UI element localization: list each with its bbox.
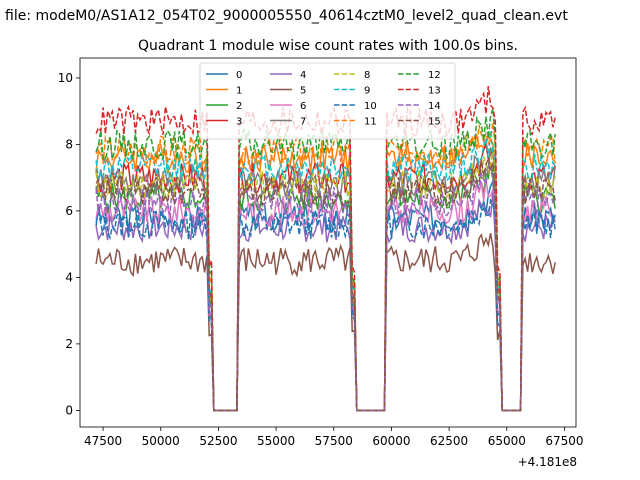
legend-label-8: 8 xyxy=(364,70,370,81)
y-tick-label: 10 xyxy=(58,71,73,85)
x-tick-label: 65000 xyxy=(488,434,526,448)
legend-label-11: 11 xyxy=(364,117,377,128)
x-tick-label: 67500 xyxy=(545,434,583,448)
legend-label-12: 12 xyxy=(428,70,441,81)
legend-label-10: 10 xyxy=(364,101,377,112)
series-line-14 xyxy=(95,166,556,412)
legend-label-3: 3 xyxy=(236,117,242,128)
plot-area: 47500 50000 52500 55000 57500 60000 62500 65000… xyxy=(58,57,584,448)
x-tick-label: 60000 xyxy=(372,434,410,448)
figure-suptitle: a file: modeM0/AS1A12_054T02_9000005550_… xyxy=(0,8,568,24)
legend-label-0: 0 xyxy=(236,70,242,81)
series-line-5 xyxy=(95,233,556,412)
legend-label-2: 2 xyxy=(236,101,242,112)
x-tick-label: 52500 xyxy=(199,434,237,448)
legend-label-14: 14 xyxy=(428,101,441,112)
series-line-12 xyxy=(95,108,556,412)
legend-label-1: 1 xyxy=(236,86,242,97)
plot-frame xyxy=(79,57,577,428)
legend-label-7: 7 xyxy=(300,117,306,128)
y-tick-label: 2 xyxy=(65,337,73,351)
legend-box xyxy=(199,62,456,140)
legend-label-9: 9 xyxy=(364,86,370,97)
x-tick-label: 55000 xyxy=(257,434,295,448)
legend-label-6: 6 xyxy=(300,101,306,112)
series-line-15 xyxy=(95,155,556,412)
y-tick-label: 0 xyxy=(65,403,73,417)
x-offset-label: +4.181e8 xyxy=(518,455,577,469)
legend-label-13: 13 xyxy=(428,86,441,97)
x-tick-label: 50000 xyxy=(142,434,180,448)
legend-label-5: 5 xyxy=(300,86,306,97)
series-line-6 xyxy=(95,179,556,412)
series-line-10 xyxy=(95,198,556,412)
series-line-1 xyxy=(95,134,556,412)
x-tick-label: 47500 xyxy=(84,434,122,448)
x-tick-label: 57500 xyxy=(315,434,353,448)
y-tick-label: 6 xyxy=(65,204,73,218)
x-tick-label: 62500 xyxy=(430,434,468,448)
series-line-9 xyxy=(95,130,556,412)
chart-title: Quadrant 1 module wise count rates with … xyxy=(138,38,518,54)
y-tick-label: 4 xyxy=(65,270,73,284)
y-tick-label: 8 xyxy=(65,137,73,151)
legend-label-4: 4 xyxy=(300,70,306,81)
legend-label-15: 15 xyxy=(428,117,441,128)
